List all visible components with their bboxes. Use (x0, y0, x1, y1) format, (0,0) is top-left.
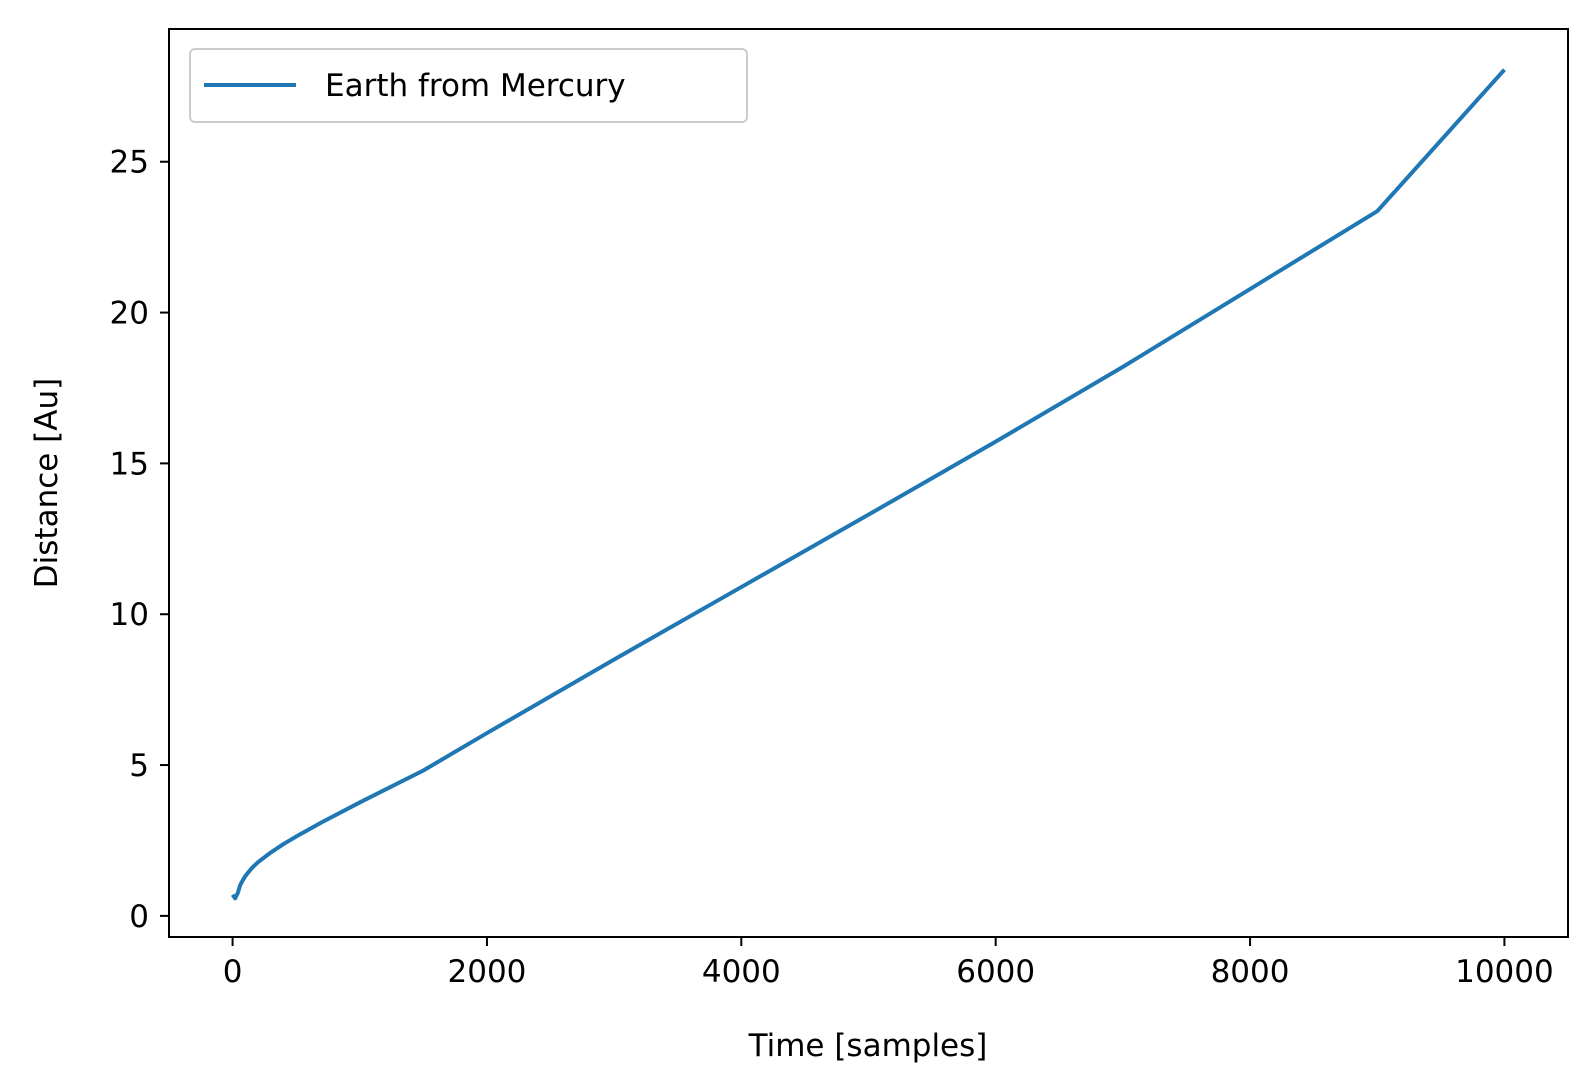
x-tick-label-1: 2000 (448, 954, 527, 990)
y-axis-label: Distance [Au] (29, 378, 65, 588)
x-tick-label-3: 6000 (956, 954, 1035, 990)
x-tick-label-4: 8000 (1211, 954, 1290, 990)
y-tick-label-3: 15 (110, 446, 149, 482)
series-line-0 (230, 68, 1506, 901)
plot-area (169, 29, 1568, 937)
series-lines (230, 68, 1506, 901)
legend: Earth from Mercury (189, 48, 748, 123)
y-axis-ticks: 0 5 10 15 20 25 (110, 145, 169, 935)
x-tick-label-5: 10000 (1455, 954, 1554, 990)
x-tick-label-0: 0 (223, 954, 243, 990)
legend-label-earth-from-mercury: Earth from Mercury (325, 68, 626, 104)
x-axis-ticks: 0 2000 4000 6000 8000 10000 (223, 937, 1554, 990)
x-axis-label: Time [samples] (748, 1028, 988, 1064)
y-tick-label-0: 0 (129, 899, 149, 935)
y-tick-label-2: 10 (110, 597, 149, 633)
y-tick-label-4: 20 (110, 296, 149, 332)
x-tick-label-2: 4000 (702, 954, 781, 990)
y-tick-label-1: 5 (129, 748, 149, 784)
plot-frame (168, 28, 1569, 938)
y-tick-label-5: 25 (110, 145, 149, 181)
legend-frame (189, 48, 748, 123)
